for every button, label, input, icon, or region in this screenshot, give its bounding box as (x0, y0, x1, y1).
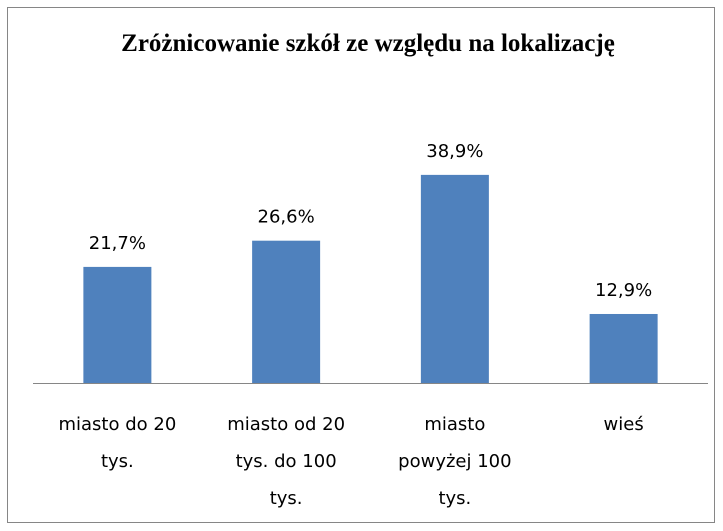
bar (252, 240, 321, 383)
data-label: 21,7% (89, 233, 146, 254)
x-tick-label: wieś (603, 414, 644, 435)
x-tick-label: miasto do 20 tys. (58, 414, 177, 472)
data-label: 26,6% (258, 207, 315, 228)
x-tick-label: miasto powyżej 100 tys. (398, 414, 512, 509)
bar (83, 266, 152, 383)
x-tick-label: miasto od 20 tys. do 100 tys. (227, 414, 346, 509)
bar (589, 313, 658, 383)
bar (420, 174, 489, 383)
data-label: 38,9% (426, 141, 483, 162)
chart-frame (7, 7, 715, 523)
chart-title: Zróżnicowanie szkół ze względu na lokali… (121, 30, 615, 57)
data-label: 12,9% (595, 280, 652, 301)
